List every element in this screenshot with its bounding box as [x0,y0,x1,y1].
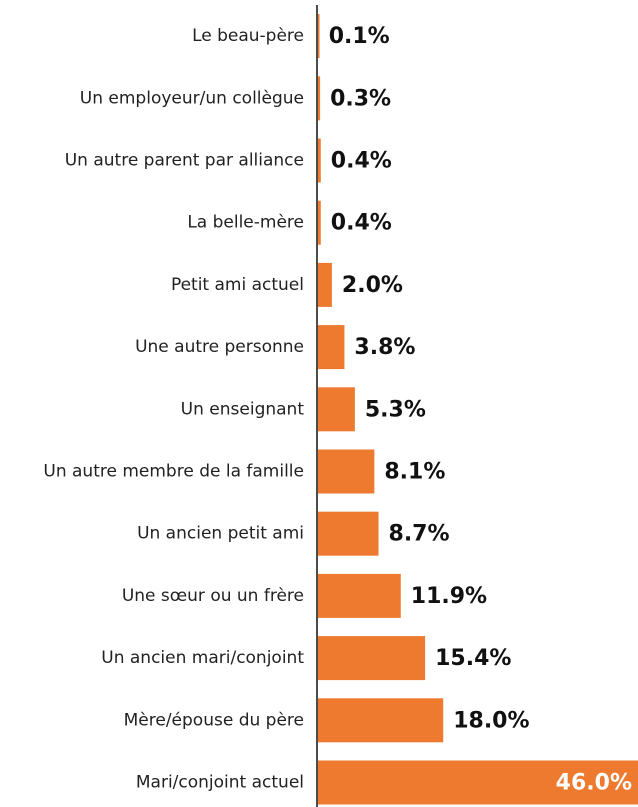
bar [318,200,321,245]
category-label: Petit ami actuel [171,275,304,295]
category-label: Un autre parent par alliance [65,151,304,171]
category-label: Mère/épouse du père [124,710,304,730]
bar [318,636,426,681]
category-label: Le beau-père [192,26,304,46]
bar [318,511,379,556]
category-label: Un ancien petit ami [137,524,304,544]
bar [318,698,444,743]
category-label: Une autre personne [135,337,304,357]
bar [318,14,320,59]
bar [318,387,355,432]
value-label: 11.9% [411,584,487,609]
bar [318,449,375,494]
category-label: Un employeur/un collègue [80,88,304,108]
bar [318,573,401,618]
bar [318,760,638,805]
value-label: 2.0% [342,273,403,298]
category-label: Un autre membre de la famille [43,462,304,482]
bar [318,138,321,183]
category-label: La belle-mère [187,213,304,233]
value-label: 8.7% [389,522,450,547]
value-label: 0.3% [330,86,391,111]
value-label: 0.4% [331,211,392,236]
value-label: 0.4% [331,149,392,174]
value-label: 0.1% [329,24,390,49]
category-label: Un enseignant [181,399,305,419]
category-label: Un ancien mari/conjoint [101,648,304,668]
value-label: 8.1% [384,460,445,485]
category-label: Mari/conjoint actuel [136,773,304,793]
value-label: 46.0% [556,771,632,796]
value-label: 3.8% [354,335,415,360]
bar [318,325,345,370]
value-label: 18.0% [453,708,529,733]
bar [318,262,332,307]
category-label: Une sœur ou un frère [122,586,304,606]
bar [318,76,321,121]
value-label: 15.4% [435,646,511,671]
value-label: 5.3% [365,397,426,422]
